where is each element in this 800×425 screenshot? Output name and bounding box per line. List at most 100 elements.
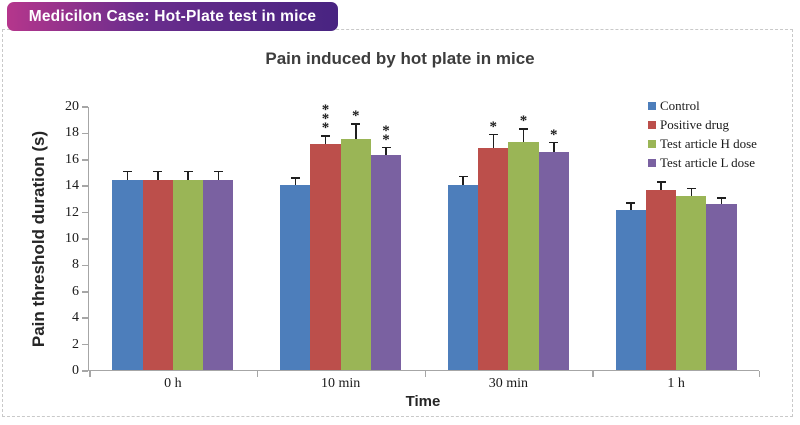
y-tick-label: 14	[65, 178, 79, 194]
error-bar-cap	[290, 177, 300, 179]
legend-swatch	[648, 158, 656, 167]
legend-swatch	[648, 101, 656, 110]
y-tick-label: 18	[65, 125, 79, 141]
x-axis-tick	[424, 371, 426, 377]
bar-test-article-l-dose-0h	[203, 179, 234, 370]
bar-test-article-l-dose-30min	[538, 152, 569, 370]
y-tick-label: 6	[72, 283, 79, 299]
y-tick-label: 16	[65, 151, 79, 167]
bar-control-10min	[280, 185, 311, 370]
legend-label: Test article L dose	[660, 154, 755, 170]
y-axis-tick	[82, 291, 88, 293]
error-bar-cap	[213, 170, 223, 173]
legend-swatch	[648, 120, 656, 129]
category-label: 1 h	[667, 376, 685, 391]
bar-test-article-h-dose-0h	[172, 179, 204, 370]
error-bar	[492, 133, 494, 149]
bar-test-article-l-dose-1h	[706, 203, 737, 370]
error-bar	[690, 187, 692, 196]
significance-marker: * * *	[321, 102, 330, 137]
y-tick-label: 0	[72, 363, 79, 378]
error-bar-cap	[626, 202, 636, 204]
y-tick-label: 2	[72, 336, 79, 352]
category-label: 0 h	[164, 376, 182, 391]
error-bar	[553, 141, 555, 153]
bar-test-article-h-dose-30min	[508, 141, 539, 370]
x-axis-tick	[592, 371, 594, 377]
error-bar	[217, 170, 219, 180]
x-axis-tick	[758, 371, 760, 377]
legend-item: Control	[648, 96, 757, 115]
bar-test-article-l-dose-10min	[370, 154, 402, 370]
significance-marker: *	[519, 113, 528, 130]
error-bar-cap	[183, 170, 193, 173]
chart-title: Pain induced by hot plate in mice	[265, 49, 535, 68]
bar-control-30min	[447, 185, 479, 370]
bar-control-1h	[615, 210, 646, 370]
error-bar-cap	[321, 135, 330, 137]
error-bar	[720, 197, 723, 204]
legend-item: Test article L dose	[648, 153, 757, 172]
error-bar	[187, 170, 189, 180]
legend-label: Control	[660, 97, 700, 113]
legend-label: Positive drug	[660, 116, 729, 132]
y-tick-label: 10	[65, 231, 79, 246]
y-axis-tick	[82, 238, 88, 240]
y-axis-tick	[82, 159, 88, 161]
significance-marker: *	[550, 126, 558, 143]
content-border	[2, 29, 793, 417]
error-bar	[462, 175, 464, 186]
x-axis-tick	[89, 371, 91, 377]
header-badge: Medicilon Case: Hot-Plate test in mice	[7, 2, 338, 31]
y-axis-tick	[82, 106, 88, 108]
error-bar	[157, 170, 159, 180]
legend-label: Test article H dose	[660, 135, 757, 151]
bar-positive-drug-0h	[142, 179, 173, 370]
error-bar-cap	[488, 133, 498, 136]
bar-positive-drug-10min	[310, 144, 341, 370]
error-bar-cap	[458, 175, 468, 178]
significance-marker: * *	[382, 122, 390, 148]
bar-control-0h	[112, 179, 143, 370]
category-label: 10 min	[320, 376, 361, 391]
error-bar-cap	[381, 146, 391, 149]
y-tick-label: 4	[72, 310, 79, 326]
error-bar	[522, 128, 525, 142]
significance-marker: *	[489, 118, 498, 135]
y-axis-tick	[82, 185, 88, 187]
error-bar-cap	[656, 181, 666, 183]
error-bar-cap	[351, 123, 361, 125]
x-axis-tick	[256, 371, 259, 377]
error-bar-cap	[519, 128, 528, 130]
error-bar	[660, 181, 662, 191]
significance-marker: *	[352, 108, 360, 125]
error-bar-cap	[123, 170, 132, 173]
plot-area: 0 2 4 6 8 10 12 14 16 18 20 0 h 10 min 30 min 1 h * * * * *…	[65, 99, 760, 391]
error-bar-cap	[549, 141, 559, 144]
bar-positive-drug-1h	[645, 190, 677, 370]
error-bar-cap	[153, 170, 163, 173]
y-axis-tick	[82, 317, 88, 319]
error-bar	[385, 146, 387, 155]
legend-swatch	[648, 139, 656, 148]
error-bar	[630, 202, 632, 211]
x-axis-title: Time	[405, 393, 441, 410]
y-axis-tick	[82, 132, 88, 135]
error-bar-cap	[717, 197, 726, 199]
legend-item: Test article H dose	[648, 134, 757, 153]
y-axis-tick	[82, 343, 88, 346]
y-axis-tick	[82, 370, 88, 372]
y-tick-label: 8	[72, 257, 79, 273]
legend-item: Positive drug	[648, 115, 757, 134]
header-title: Medicilon Case: Hot-Plate test in mice	[28, 7, 317, 25]
error-bar	[294, 177, 296, 186]
bar-positive-drug-30min	[478, 148, 509, 370]
error-bar-cap	[686, 187, 696, 190]
legend: Control Positive drug Test article H dose T…	[648, 96, 757, 172]
y-tick-label: 20	[65, 99, 79, 114]
y-axis-tick	[82, 211, 88, 214]
category-label: 30 min	[488, 376, 529, 391]
y-axis-tick	[82, 264, 88, 267]
error-bar	[126, 170, 129, 180]
